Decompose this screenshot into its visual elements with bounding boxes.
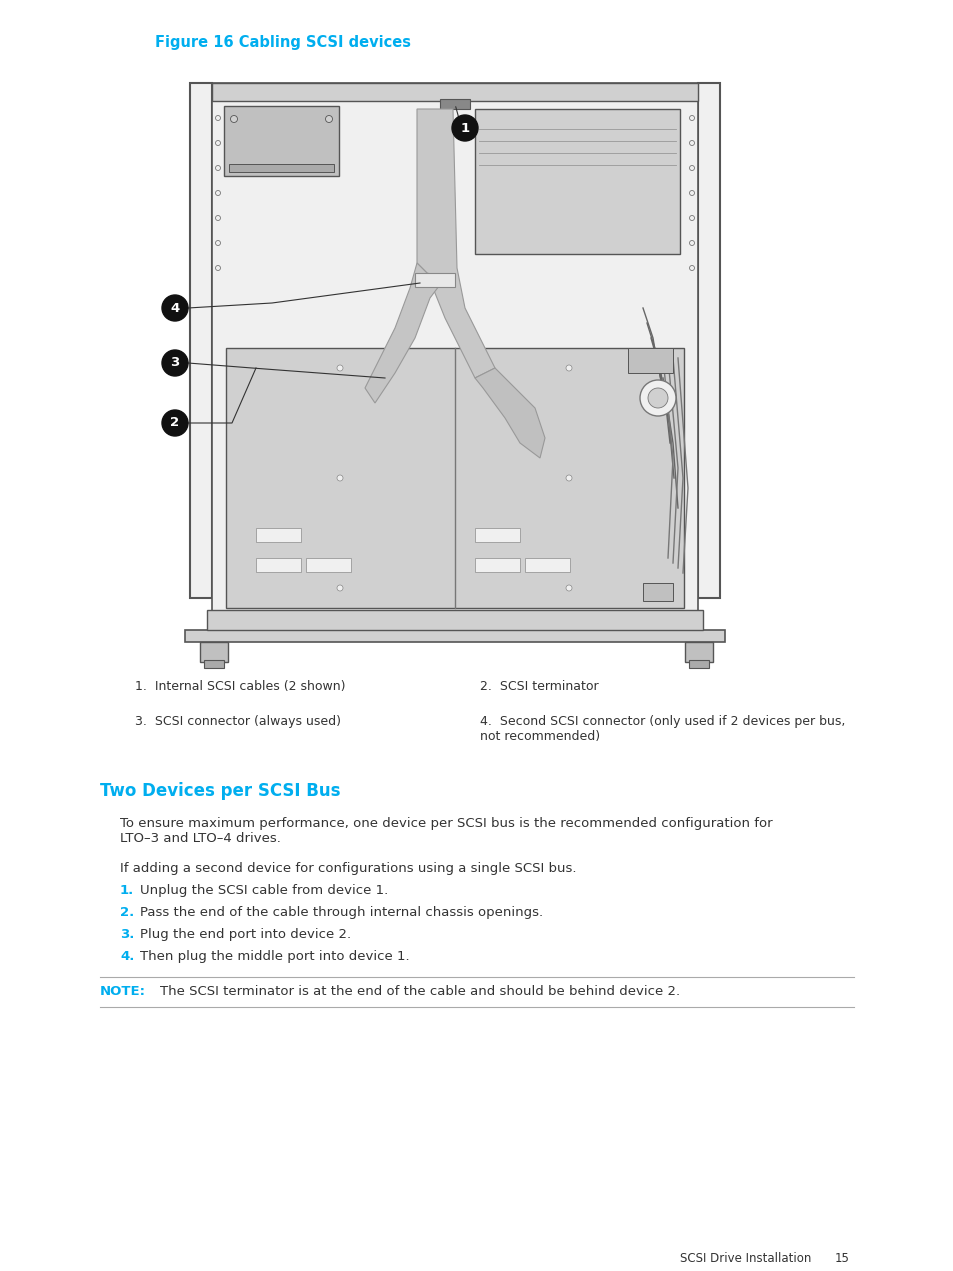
Bar — [229, 164, 334, 172]
Text: 1.: 1. — [120, 885, 134, 897]
Bar — [212, 83, 698, 613]
Bar — [627, 348, 672, 372]
Polygon shape — [475, 369, 544, 458]
Bar — [207, 610, 702, 630]
Circle shape — [565, 475, 572, 480]
Circle shape — [215, 216, 220, 220]
Circle shape — [162, 295, 188, 322]
Text: 1.  Internal SCSI cables (2 shown): 1. Internal SCSI cables (2 shown) — [135, 680, 345, 693]
Text: Then plug the middle port into device 1.: Then plug the middle port into device 1. — [140, 949, 409, 963]
Bar — [415, 273, 455, 287]
Bar — [524, 558, 569, 572]
Text: 3.: 3. — [120, 928, 134, 941]
Bar — [255, 558, 301, 572]
Text: Two Devices per SCSI Bus: Two Devices per SCSI Bus — [100, 782, 340, 799]
Polygon shape — [365, 263, 444, 403]
Text: 2.  SCSI terminator: 2. SCSI terminator — [479, 680, 598, 693]
Bar — [306, 558, 351, 572]
Circle shape — [215, 191, 220, 196]
Bar — [475, 109, 679, 254]
Bar — [475, 558, 519, 572]
Circle shape — [689, 116, 694, 121]
Bar — [224, 105, 338, 175]
Circle shape — [452, 114, 477, 141]
Text: Figure 16 Cabling SCSI devices: Figure 16 Cabling SCSI devices — [154, 36, 411, 50]
Circle shape — [689, 191, 694, 196]
Circle shape — [215, 240, 220, 245]
Bar — [212, 83, 698, 100]
Text: To ensure maximum performance, one device per SCSI bus is the recommended config: To ensure maximum performance, one devic… — [120, 817, 772, 845]
Circle shape — [689, 240, 694, 245]
Text: 3.  SCSI connector (always used): 3. SCSI connector (always used) — [135, 716, 340, 728]
Circle shape — [215, 165, 220, 170]
Text: The SCSI terminator is at the end of the cable and should be behind device 2.: The SCSI terminator is at the end of the… — [160, 985, 679, 998]
Text: SCSI Drive Installation: SCSI Drive Installation — [679, 1252, 810, 1265]
Bar — [688, 660, 708, 669]
Text: NOTE:: NOTE: — [100, 985, 146, 998]
Bar — [439, 99, 470, 109]
Text: 4: 4 — [171, 301, 179, 314]
Circle shape — [215, 266, 220, 271]
Circle shape — [336, 585, 343, 591]
Bar — [642, 583, 672, 601]
Bar — [185, 630, 724, 642]
Text: 2.: 2. — [120, 906, 134, 919]
Bar — [475, 527, 519, 541]
Bar — [226, 348, 683, 608]
Circle shape — [689, 165, 694, 170]
Circle shape — [336, 365, 343, 371]
Circle shape — [689, 141, 694, 145]
Circle shape — [162, 350, 188, 376]
Text: 1: 1 — [460, 122, 469, 135]
Circle shape — [336, 475, 343, 480]
Text: If adding a second device for configurations using a single SCSI bus.: If adding a second device for configurat… — [120, 862, 576, 874]
Bar — [204, 660, 224, 669]
Circle shape — [325, 116, 333, 122]
Text: 15: 15 — [834, 1252, 849, 1265]
Text: Plug the end port into device 2.: Plug the end port into device 2. — [140, 928, 351, 941]
Bar — [255, 527, 301, 541]
Bar — [698, 83, 720, 597]
Circle shape — [639, 380, 676, 416]
Text: 2: 2 — [171, 417, 179, 430]
Text: 4.  Second SCSI connector (only used if 2 devices per bus,
not recommended): 4. Second SCSI connector (only used if 2… — [479, 716, 844, 744]
Circle shape — [689, 216, 694, 220]
Text: 4.: 4. — [120, 949, 134, 963]
Circle shape — [215, 141, 220, 145]
Text: Unplug the SCSI cable from device 1.: Unplug the SCSI cable from device 1. — [140, 885, 388, 897]
Bar — [200, 642, 228, 662]
Circle shape — [215, 116, 220, 121]
Bar — [190, 83, 212, 597]
Circle shape — [565, 585, 572, 591]
Circle shape — [231, 116, 237, 122]
Bar — [684, 642, 712, 662]
Circle shape — [162, 411, 188, 436]
Circle shape — [689, 266, 694, 271]
Polygon shape — [416, 109, 495, 377]
Circle shape — [647, 388, 667, 408]
Text: 3: 3 — [171, 356, 179, 370]
Text: Pass the end of the cable through internal chassis openings.: Pass the end of the cable through intern… — [140, 906, 542, 919]
Circle shape — [565, 365, 572, 371]
